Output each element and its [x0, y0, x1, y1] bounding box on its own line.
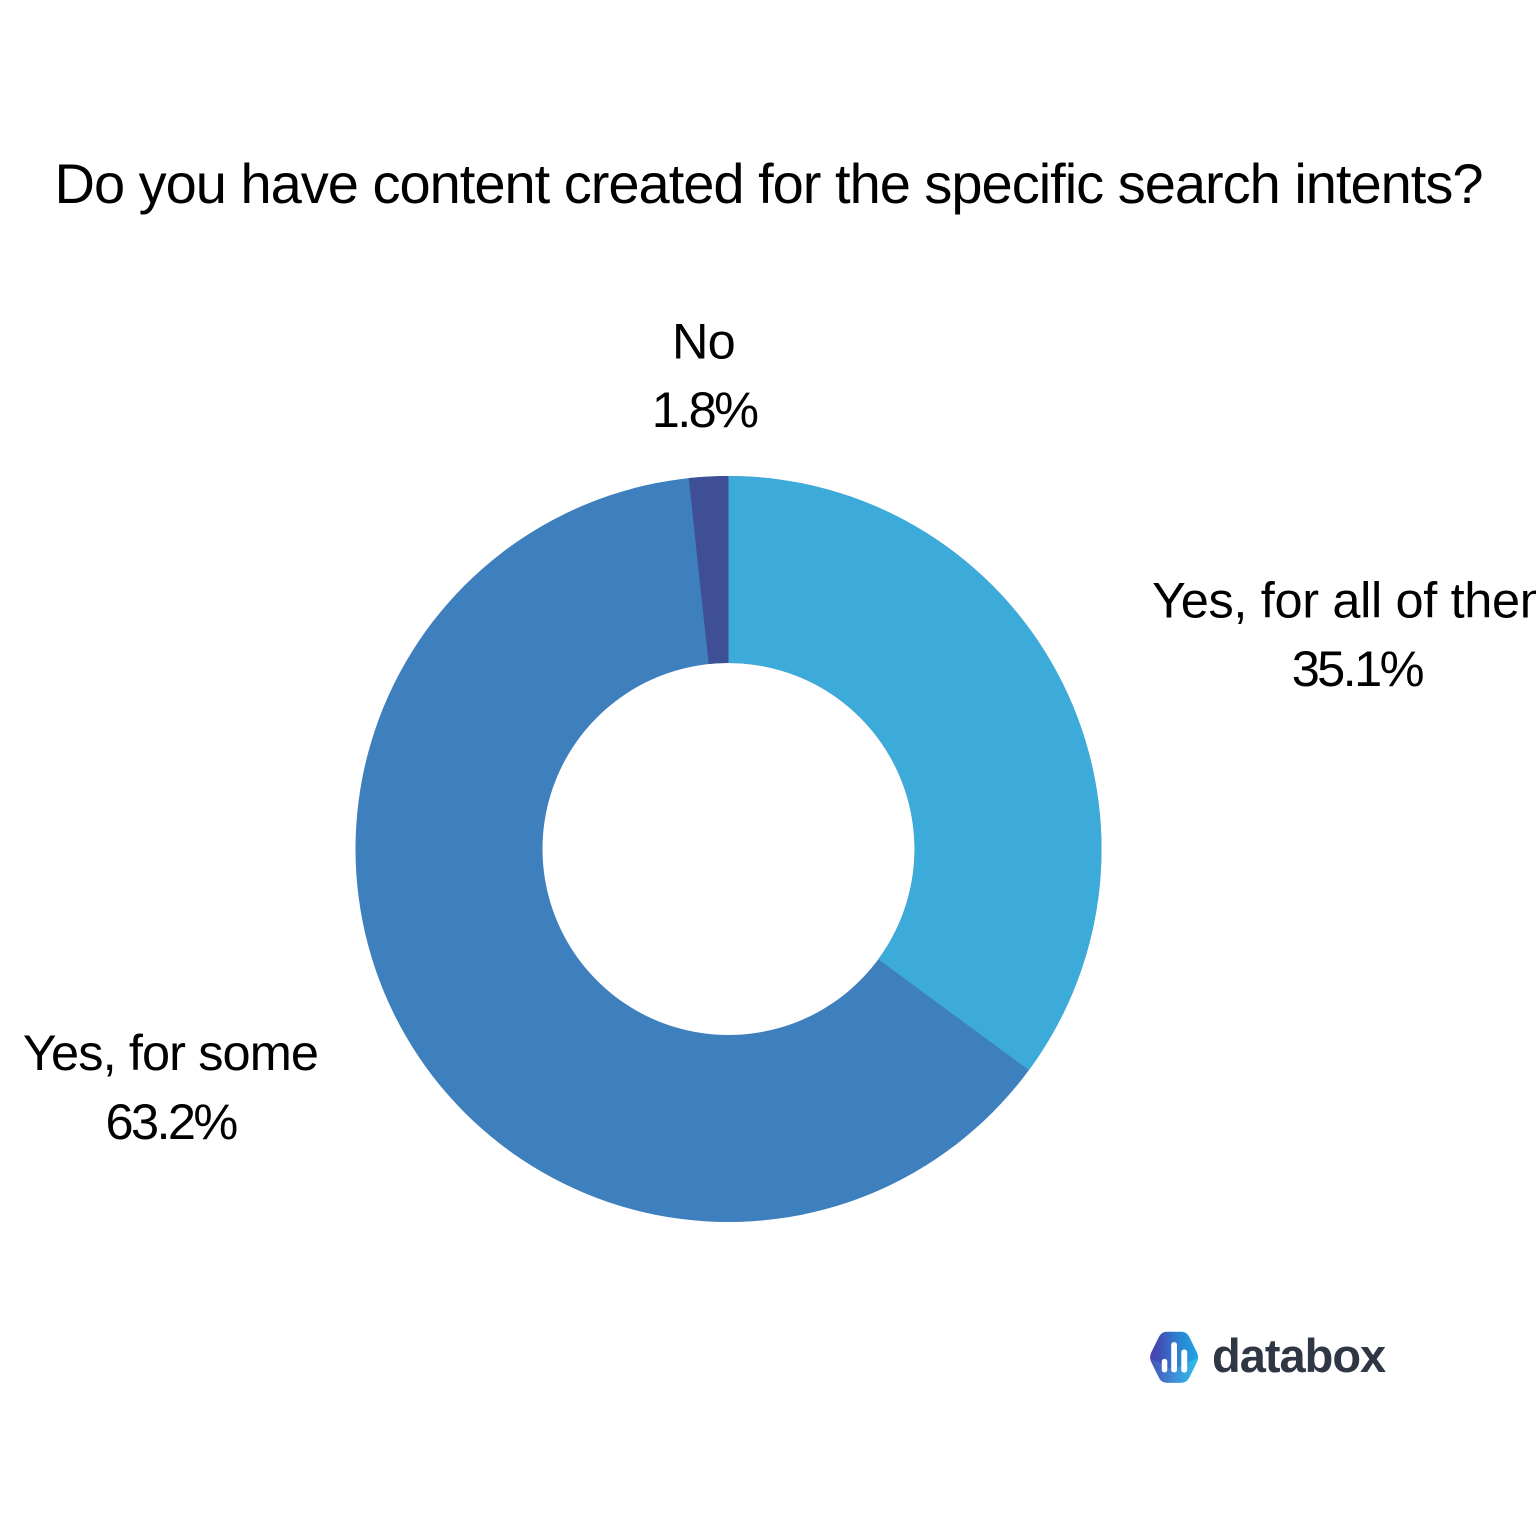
svg-text:Yes, for all of them: Yes, for all of them	[1152, 571, 1536, 628]
svg-text:63.2%: 63.2%	[105, 1093, 237, 1150]
svg-text:No: No	[672, 313, 735, 370]
svg-text:1.8%: 1.8%	[652, 381, 758, 438]
svg-text:Do you have content created fo: Do you have content created for the spec…	[55, 152, 1483, 215]
svg-text:35.1%: 35.1%	[1292, 640, 1424, 697]
svg-text:databox: databox	[1212, 1329, 1386, 1382]
svg-text:Yes, for some: Yes, for some	[23, 1024, 318, 1081]
